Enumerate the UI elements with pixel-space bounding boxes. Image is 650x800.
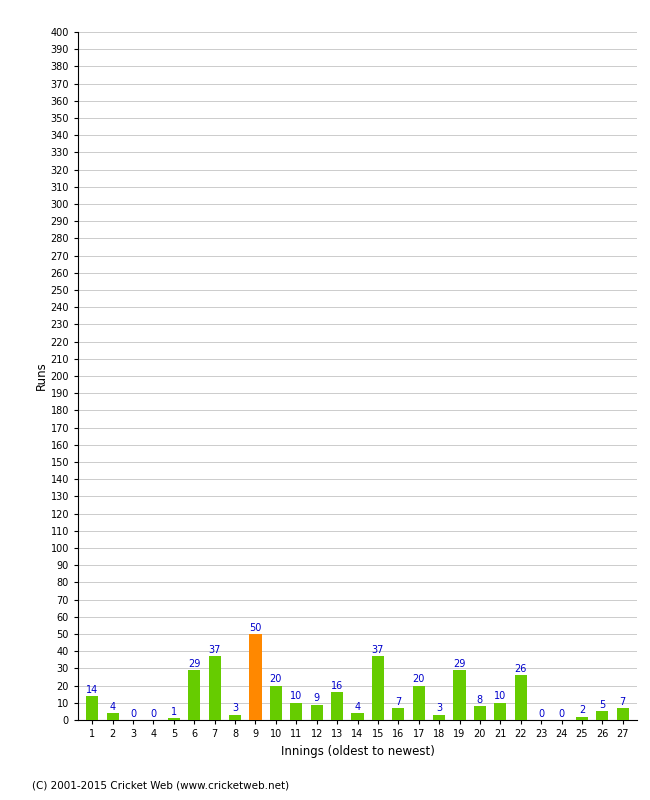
Bar xyxy=(331,693,343,720)
Text: 29: 29 xyxy=(453,658,465,669)
Bar xyxy=(209,656,221,720)
Text: 3: 3 xyxy=(232,703,238,714)
Bar xyxy=(290,702,302,720)
Text: 26: 26 xyxy=(515,664,527,674)
Bar xyxy=(617,708,629,720)
Text: 0: 0 xyxy=(538,709,544,718)
Text: 3: 3 xyxy=(436,703,442,714)
Bar xyxy=(270,686,282,720)
Text: 7: 7 xyxy=(619,697,626,706)
Bar xyxy=(454,670,465,720)
Text: 7: 7 xyxy=(395,697,402,706)
Text: 0: 0 xyxy=(130,709,136,718)
Text: 8: 8 xyxy=(477,695,483,705)
Text: 29: 29 xyxy=(188,658,200,669)
Text: 20: 20 xyxy=(270,674,282,684)
Bar xyxy=(311,705,323,720)
Text: 2: 2 xyxy=(578,705,585,715)
Bar xyxy=(392,708,404,720)
Bar xyxy=(229,715,241,720)
Text: (C) 2001-2015 Cricket Web (www.cricketweb.net): (C) 2001-2015 Cricket Web (www.cricketwe… xyxy=(32,781,290,790)
Bar xyxy=(188,670,200,720)
Bar xyxy=(433,715,445,720)
Bar xyxy=(494,702,506,720)
Bar xyxy=(413,686,425,720)
Y-axis label: Runs: Runs xyxy=(34,362,47,390)
Text: 0: 0 xyxy=(558,709,565,718)
Bar xyxy=(107,713,119,720)
Bar xyxy=(515,675,527,720)
Bar xyxy=(576,717,588,720)
Text: 14: 14 xyxy=(86,685,98,694)
Text: 10: 10 xyxy=(494,691,506,702)
Bar xyxy=(596,711,608,720)
Text: 50: 50 xyxy=(250,622,262,633)
Text: 5: 5 xyxy=(599,700,605,710)
Text: 20: 20 xyxy=(413,674,425,684)
Bar xyxy=(168,718,180,720)
Text: 4: 4 xyxy=(354,702,361,712)
Bar xyxy=(474,706,486,720)
Text: 37: 37 xyxy=(372,645,384,655)
Text: 10: 10 xyxy=(290,691,302,702)
Bar xyxy=(352,713,363,720)
Text: 4: 4 xyxy=(110,702,116,712)
Text: 9: 9 xyxy=(314,693,320,703)
Text: 1: 1 xyxy=(171,707,177,717)
Bar xyxy=(372,656,384,720)
Text: 37: 37 xyxy=(209,645,221,655)
Text: 0: 0 xyxy=(150,709,157,718)
Bar xyxy=(86,696,98,720)
X-axis label: Innings (oldest to newest): Innings (oldest to newest) xyxy=(281,745,434,758)
Bar xyxy=(250,634,261,720)
Text: 16: 16 xyxy=(331,681,343,691)
